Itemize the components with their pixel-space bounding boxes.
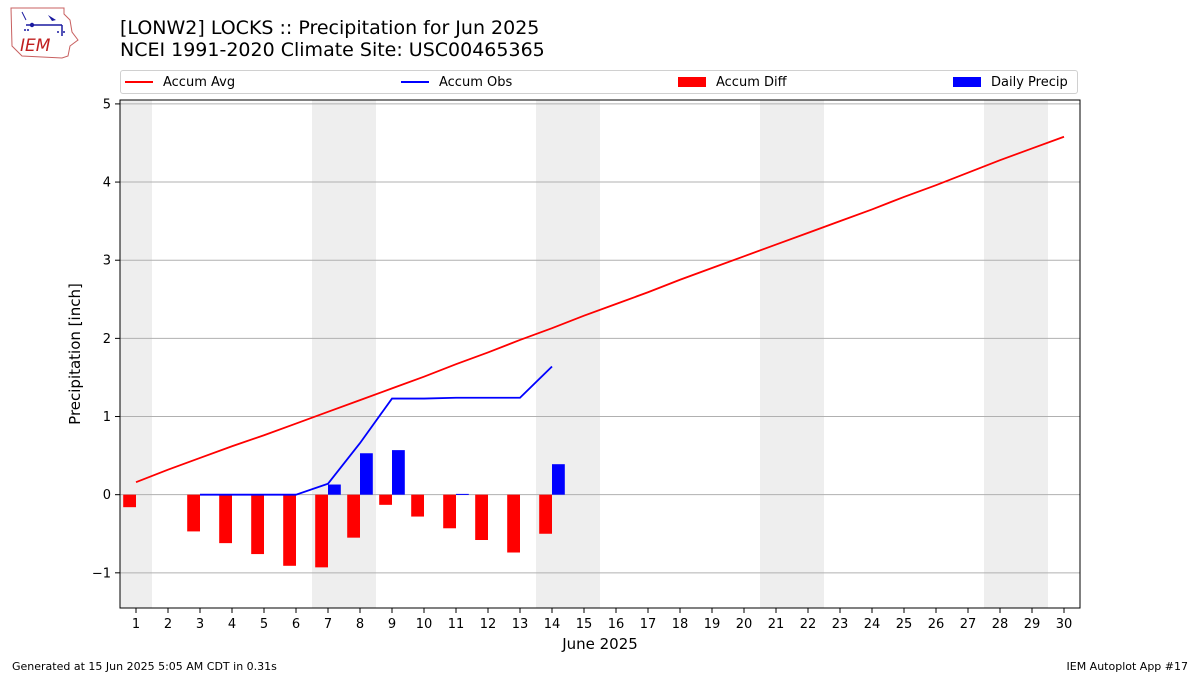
y-tick-label: 3 xyxy=(103,254,111,269)
x-tick-label: 17 xyxy=(640,617,657,632)
legend-swatch-accum-avg xyxy=(125,81,153,83)
accum-diff-bar-3 xyxy=(187,494,200,532)
x-tick-label: 4 xyxy=(228,617,236,632)
legend-label-daily-precip: Daily Precip xyxy=(991,74,1068,90)
x-tick-label: 25 xyxy=(896,617,913,632)
y-tick-label: −1 xyxy=(92,566,111,581)
daily-precip-bar-11 xyxy=(456,493,469,495)
accum-obs-line xyxy=(200,365,553,496)
x-tick-label: 23 xyxy=(832,617,849,632)
x-tick-label: 5 xyxy=(260,617,268,632)
x-tick-label: 6 xyxy=(292,617,300,632)
x-tick-label: 28 xyxy=(992,617,1009,632)
bars xyxy=(123,450,565,568)
legend-item-accum-obs: Accum Obs xyxy=(401,71,512,93)
daily-precip-bar-7 xyxy=(328,484,341,495)
legend-label-accum-obs: Accum Obs xyxy=(439,74,513,90)
x-tick-label: 16 xyxy=(608,617,625,632)
x-tick-label: 7 xyxy=(324,617,332,632)
accum-diff-bar-11 xyxy=(443,494,456,529)
x-tick-label: 3 xyxy=(196,617,204,632)
legend-swatch-accum-diff xyxy=(678,77,706,87)
daily-precip-bar-9 xyxy=(392,450,405,495)
accum-avg-line xyxy=(135,135,1065,484)
x-tick-label: 27 xyxy=(960,617,977,632)
legend-item-accum-avg: Accum Avg xyxy=(125,71,235,93)
x-tick-label: 19 xyxy=(704,617,721,632)
y-tick-label: 0 xyxy=(103,488,111,503)
footer-generated: Generated at 15 Jun 2025 5:05 AM CDT in … xyxy=(12,660,277,673)
x-axis-label: June 2025 xyxy=(561,635,638,653)
accum-diff-bar-13 xyxy=(507,494,520,553)
y-tick-label: 2 xyxy=(103,332,111,347)
x-tick-label: 1 xyxy=(132,617,140,632)
accum-diff-bar-14 xyxy=(539,494,552,534)
x-tick-label: 22 xyxy=(800,617,817,632)
legend-item-daily-precip: Daily Precip xyxy=(953,71,1068,93)
accum-diff-bar-6 xyxy=(283,494,296,566)
weekend-band-15 xyxy=(568,100,600,608)
y-tick-label: 4 xyxy=(103,176,111,191)
x-tick-label: 20 xyxy=(736,617,753,632)
daily-precip-bar-14 xyxy=(552,464,565,495)
x-tick-label: 10 xyxy=(416,617,433,632)
chart-title: [LONW2] LOCKS :: Precipitation for Jun 2… xyxy=(120,17,545,61)
legend: Accum Avg Accum Obs Accum Diff Daily Pre… xyxy=(120,70,1078,94)
y-axis-label: Precipitation [inch] xyxy=(66,283,84,425)
x-tick-label: 30 xyxy=(1056,617,1073,632)
y-tick-label: 1 xyxy=(103,410,111,425)
x-tick-label: 26 xyxy=(928,617,945,632)
accum-diff-bar-7 xyxy=(315,494,328,568)
x-tick-label: 15 xyxy=(576,617,593,632)
accum-diff-bar-8 xyxy=(347,494,360,538)
x-tick-label: 13 xyxy=(512,617,529,632)
weekend-band-29 xyxy=(1016,100,1048,608)
weekend-band-22 xyxy=(792,100,824,608)
x-tick-label: 29 xyxy=(1024,617,1041,632)
x-tick-label: 12 xyxy=(480,617,497,632)
accum-diff-bar-5 xyxy=(251,494,264,555)
weekend-band-21 xyxy=(760,100,792,608)
daily-precip-bar-8 xyxy=(360,453,373,495)
x-tick-label: 18 xyxy=(672,617,689,632)
x-tick-label: 14 xyxy=(544,617,561,632)
iem-logo: IEM xyxy=(10,7,79,59)
weekend-band-28 xyxy=(984,100,1016,608)
accum-diff-bar-1 xyxy=(123,494,136,508)
x-tick-label: 9 xyxy=(388,617,396,632)
weekend-band-1 xyxy=(120,100,152,608)
x-tick-label: 21 xyxy=(768,617,785,632)
accum-diff-bar-9 xyxy=(379,494,392,505)
legend-swatch-accum-obs xyxy=(401,81,429,83)
y-tick-label: 5 xyxy=(103,97,111,112)
accum-diff-bar-12 xyxy=(475,494,488,541)
weekend-shading xyxy=(120,100,1048,608)
x-tick-label: 11 xyxy=(448,617,465,632)
x-tick-label: 8 xyxy=(356,617,364,632)
plot-frame xyxy=(119,99,1081,609)
logo-text: IEM xyxy=(20,36,51,56)
accum-diff-bar-10 xyxy=(411,494,424,517)
footer-app: IEM Autoplot App #17 xyxy=(1066,660,1189,673)
legend-label-accum-avg: Accum Avg xyxy=(163,74,236,90)
series-lines xyxy=(135,135,1065,496)
legend-label-accum-diff: Accum Diff xyxy=(716,74,787,90)
x-tick-label: 2 xyxy=(164,617,172,632)
title-line-2: NCEI 1991-2020 Climate Site: USC00465365 xyxy=(120,39,545,61)
accum-diff-bar-4 xyxy=(219,494,232,544)
legend-swatch-daily-precip xyxy=(953,77,981,87)
legend-item-accum-diff: Accum Diff xyxy=(678,71,787,93)
x-tick-label: 24 xyxy=(864,617,881,632)
title-line-1: [LONW2] LOCKS :: Precipitation for Jun 2… xyxy=(120,17,540,39)
